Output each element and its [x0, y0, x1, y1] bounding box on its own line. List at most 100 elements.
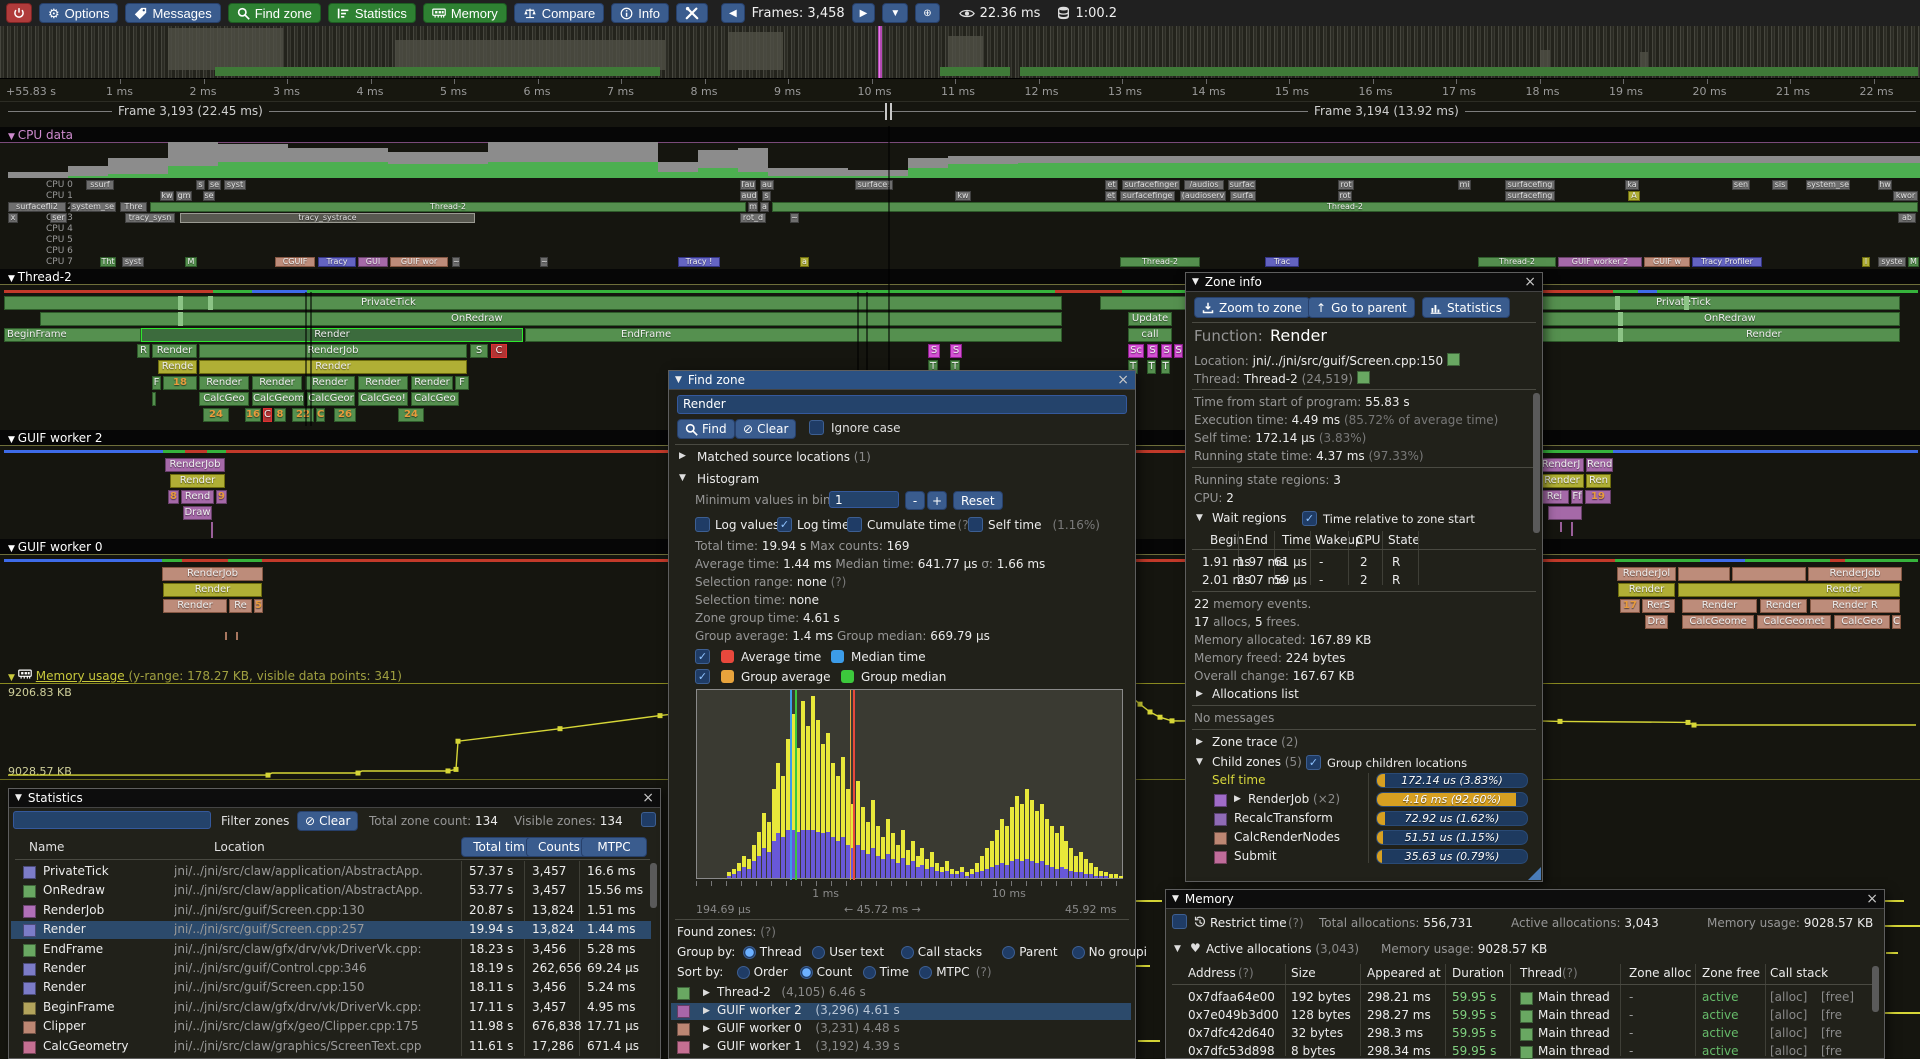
timeline-zone[interactable]: RenderJob [1808, 567, 1902, 581]
average-time-checkbox[interactable]: ✓ [695, 649, 710, 664]
cpu-zone[interactable]: Trac [1265, 257, 1299, 267]
zone-free[interactable]: active [1702, 1026, 1739, 1040]
matched-source-locations[interactable]: Matched source locations (1) [697, 450, 871, 464]
cpu-zone[interactable]: rot [1338, 191, 1352, 201]
callstack-free-link[interactable]: [fre [1821, 1008, 1842, 1022]
cpu-zone[interactable]: ab [1898, 213, 1916, 223]
timeline-zone[interactable]: 26 [334, 408, 356, 422]
timeline-zone[interactable]: BeginFrame [4, 328, 141, 342]
cpu-zone[interactable]: surfacefinge [1120, 191, 1175, 201]
table-row[interactable]: Clipper jni/../jni/src/claw/gfx/geo/Clipp… [11, 1018, 651, 1036]
column-header[interactable]: Size [1291, 966, 1316, 980]
cpu-zone[interactable]: /audios [1184, 180, 1224, 190]
table-row[interactable]: Render jni/../jni/src/guif/Screen.cpp:150… [11, 979, 651, 997]
scrollbar-thumb[interactable] [1533, 393, 1540, 533]
cpu-zone[interactable]: tracy_sysn [125, 213, 175, 223]
collapse-icon[interactable]: ▼ [679, 473, 686, 483]
find-zone-button[interactable]: Find zone [227, 3, 321, 23]
sort-by-radio-time[interactable] [862, 966, 876, 979]
cpu-zone[interactable]: aud [740, 191, 758, 201]
cpu-zone[interactable]: ssurf [86, 180, 114, 190]
column-header[interactable]: Thread [1520, 966, 1562, 980]
timeline-zone[interactable]: Render [358, 376, 408, 390]
timeline-zone[interactable]: C [316, 408, 325, 422]
cpu-zone[interactable]: kw [160, 191, 174, 201]
scrollbar-thumb[interactable] [650, 863, 657, 908]
tools-button[interactable] [675, 3, 708, 23]
close-icon[interactable]: × [1866, 891, 1878, 907]
timeline-zone[interactable]: Ff [1571, 490, 1583, 504]
child-zone-name[interactable]: Submit [1234, 849, 1277, 863]
timeline-zone[interactable]: Render [1540, 328, 1900, 342]
collapse-icon[interactable]: ▼ [1172, 894, 1179, 904]
collapse-icon[interactable]: ▼ [15, 793, 22, 803]
cpu-zone[interactable]: se [208, 180, 221, 190]
found-group-row[interactable]: ▶ Thread-2 (4,105) 6.46 s [671, 985, 1131, 1002]
timeline-zone[interactable] [1615, 296, 1620, 310]
cpu-zone[interactable]: Thread-2 [1478, 257, 1556, 267]
zoom-to-zone-button[interactable]: Zoom to zone [1194, 297, 1310, 318]
timeline-zone[interactable]: 19 [1585, 490, 1611, 504]
memory-window[interactable]: ▼ Memory × Restrict time (?) Total alloca… [1165, 889, 1885, 1059]
allocations-list-label[interactable]: Allocations list [1212, 687, 1299, 701]
decrement-button[interactable]: - [905, 491, 925, 510]
wait-column-state[interactable]: State [1388, 533, 1420, 547]
cpu-zone[interactable]: syst [122, 257, 144, 267]
timeline-zone[interactable]: S [470, 344, 488, 358]
cpu-zone[interactable]: au [760, 180, 774, 190]
cpu-zone[interactable]: surfa [1230, 191, 1256, 201]
timeline-zone[interactable]: 24 [398, 408, 424, 422]
cpu-zone[interactable]: syste [1878, 257, 1906, 267]
frame-overview-strip[interactable] [0, 26, 1920, 79]
timeline-zone[interactable]: EndFrame [525, 328, 1062, 342]
column-header[interactable]: Duration [1452, 966, 1505, 980]
zone-info-titlebar[interactable]: ▼ Zone info × [1186, 273, 1542, 292]
collapse-icon[interactable]: ▼ [675, 375, 682, 385]
options-button[interactable]: ⚙ Options [39, 3, 119, 23]
column-header-name[interactable]: Name [29, 840, 65, 854]
cpu-zone[interactable]: kwor [1893, 191, 1918, 201]
expander-icon[interactable]: ▶ [703, 1006, 710, 1016]
timeline-zone[interactable]: Render [252, 376, 302, 390]
timeline-zone[interactable]: Render [411, 376, 453, 390]
column-header[interactable]: Address [1188, 966, 1236, 980]
cpu-zone[interactable]: se [203, 191, 215, 201]
wait-column-end[interactable]: End [1245, 533, 1268, 547]
timeline-zone[interactable]: S [1161, 344, 1172, 358]
sort-by-radio-mtpc[interactable] [919, 966, 933, 979]
child-zone-name[interactable]: RenderJob (×2) [1248, 792, 1341, 806]
callstack-alloc-link[interactable]: [alloc] [1770, 1044, 1808, 1058]
timeline-zone[interactable]: S [1147, 344, 1158, 358]
table-row[interactable]: Render jni/../jni/src/guif/Control.cpp:34… [11, 960, 651, 978]
collapse-icon[interactable]: ▼ [1196, 757, 1203, 767]
power-button[interactable] [6, 3, 32, 23]
frames-row[interactable]: Frame 3,193 (22.45 ms) Frame 3,194 (13.92… [0, 101, 1920, 123]
zoom-to-frame-button[interactable]: ⊕ [915, 3, 940, 23]
cpu-zone[interactable]: Thread-2 [772, 202, 1918, 212]
cpu-zone[interactable]: sis [1772, 180, 1788, 190]
cpu-zone[interactable]: ka [1625, 180, 1639, 190]
timeline-zone[interactable]: 8 [274, 408, 286, 422]
table-row[interactable]: EndFrame jni/../jni/src/claw/gfx/drv/vk/D… [11, 941, 651, 959]
increment-button[interactable]: + [927, 491, 947, 510]
timeline-zone[interactable]: Draw [183, 506, 212, 520]
cpu-zone[interactable]: surfacefing [1505, 191, 1555, 201]
cpu-zone[interactable]: Tht [100, 257, 116, 267]
timeline-zone[interactable]: CalcGeome [1682, 615, 1754, 629]
cpu-zone[interactable]: M [1908, 257, 1919, 267]
timeline-zone[interactable]: CalcGeomet [1757, 615, 1831, 629]
timeline-zone[interactable]: 16 [245, 408, 261, 422]
timeline-zone[interactable]: Render [199, 376, 249, 390]
cpu-zone[interactable]: Tracy Profiler [1692, 257, 1762, 267]
cpu-zone[interactable]: rot [1338, 180, 1354, 190]
timeline-zone[interactable]: 24 [203, 408, 229, 422]
limit-range-checkbox[interactable] [641, 812, 656, 827]
info-button[interactable]: Info [611, 3, 669, 23]
cpu-zone[interactable]: (audioserv [1180, 191, 1226, 201]
timeline-zone[interactable]: 22 [292, 408, 314, 422]
cpu-zone[interactable]: surfacefing [1505, 180, 1555, 190]
zone-free[interactable]: active [1702, 990, 1739, 1004]
timeline-zone[interactable]: Render [199, 360, 467, 374]
timeline-zone[interactable]: RenderJob [165, 458, 225, 472]
axis-window-label[interactable]: ← 45.72 ms → [844, 903, 921, 916]
